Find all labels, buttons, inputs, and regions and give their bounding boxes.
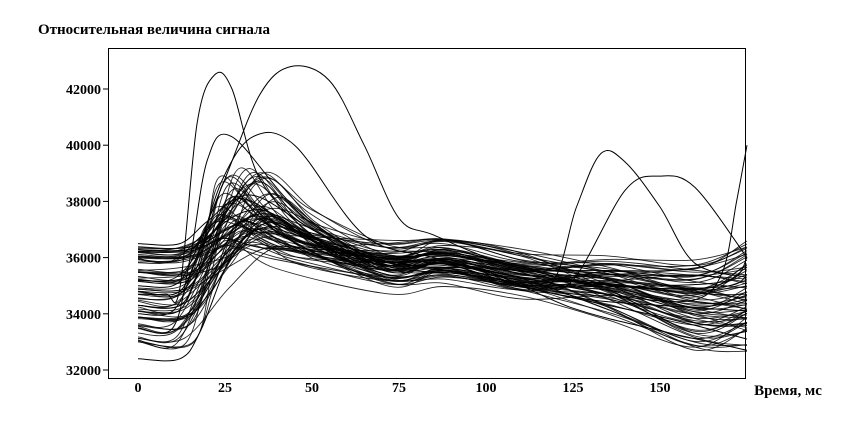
chart-title: Относительная величина сигнала (38, 22, 270, 38)
series-line (137, 218, 748, 291)
traces-layer (137, 65, 748, 362)
plot-frame (108, 48, 746, 379)
y-tick-label: 36000 (66, 252, 101, 267)
x-tick-label: 100 (476, 381, 497, 396)
x-tick-label: 75 (392, 381, 406, 396)
series-line (137, 204, 748, 344)
x-tick-label: 125 (563, 381, 584, 396)
series-line (137, 236, 748, 291)
series-line (137, 218, 748, 351)
series-line (137, 244, 748, 334)
x-tick-label: 150 (650, 381, 671, 396)
y-tick-label: 40000 (66, 139, 101, 154)
x-tick-label: 0 (135, 381, 142, 396)
series-line (137, 196, 748, 339)
series-line (137, 65, 748, 290)
series-line (137, 238, 748, 281)
y-tick-label: 34000 (66, 308, 101, 323)
series-line (137, 71, 748, 304)
series-line (137, 131, 748, 316)
series-line (137, 231, 748, 308)
series-line (137, 198, 748, 340)
series-line (137, 133, 748, 334)
series-line (137, 195, 748, 328)
series-line (137, 218, 748, 289)
series-line (137, 230, 748, 348)
series-line (137, 167, 748, 343)
y-tick-label: 42000 (66, 83, 101, 98)
x-tick-label: 25 (218, 381, 232, 396)
series-line (137, 236, 748, 331)
series-line (137, 172, 748, 334)
series-line (137, 239, 748, 348)
x-axis-label: Время, мс (754, 383, 822, 399)
series-line (137, 176, 748, 281)
series-line (137, 206, 748, 308)
series-line (137, 222, 748, 292)
x-tick-label: 50 (305, 381, 319, 396)
series-line (137, 226, 748, 362)
y-tick-label: 38000 (66, 195, 101, 210)
y-tick-label: 32000 (66, 364, 101, 379)
ticks-layer: 32000 34000 36000 38000 40000 42000 0 25 50 75 100… (66, 83, 671, 396)
